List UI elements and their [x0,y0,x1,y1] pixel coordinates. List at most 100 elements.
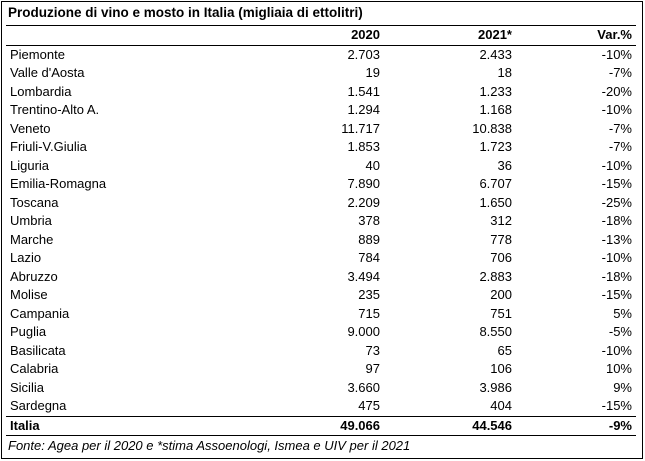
value-2021-cell: 1.723 [479,139,512,155]
value-2020-cell: 3.494 [347,268,380,284]
variation-cell: -10% [601,46,632,62]
table-row: Emilia-Romagna 7.890 6.707 -15% [6,175,636,194]
region-cell: Lombardia [10,83,72,99]
variation-cell: -20% [601,83,632,99]
variation-cell: -10% [601,342,632,358]
region-cell: Calabria [10,361,59,377]
table-row: Calabria 97 106 10% [6,360,636,379]
value-2021-cell: 2.433 [479,46,512,62]
region-cell: Basilicata [10,342,66,358]
region-cell: Valle d'Aosta [10,65,85,81]
value-2021-cell: 8.550 [479,324,512,340]
table-row: Abruzzo 3.494 2.883 -18% [6,268,636,287]
region-cell: Marche [10,231,54,247]
variation-cell: -7% [608,139,632,155]
table-row: Molise 235 200 -15% [6,286,636,305]
region-cell: Friuli-V.Giulia [10,139,87,155]
region-cell: Emilia-Romagna [10,176,107,192]
value-2021-cell: 200 [490,287,512,303]
table-row: Campania 715 751 5% [6,305,636,324]
table-row: Liguria 40 36 -10% [6,157,636,176]
table-row: Valle d'Aosta 19 18 -7% [6,64,636,83]
value-2021-cell: 778 [490,231,512,247]
variation-cell: 9% [613,379,632,395]
value-2020-cell: 1.853 [347,139,380,155]
header-variation: Var.% [516,25,636,46]
value-2020-cell: 2.703 [347,46,380,62]
table-row: Veneto 11.717 10.838 -7% [6,120,636,139]
table-row: Trentino-Alto A. 1.294 1.168 -10% [6,101,636,120]
variation-cell: -13% [601,231,632,247]
region-cell: Sicilia [10,379,44,395]
value-2021-cell: 2.883 [479,268,512,284]
variation-cell: -5% [608,324,632,340]
variation-cell: -18% [601,268,632,284]
value-2020-cell: 2.209 [347,194,380,210]
table-row: Lazio 784 706 -10% [6,249,636,268]
variation-cell: -7% [608,65,632,81]
table-row: Marche 889 778 -13% [6,231,636,250]
value-2021-cell: 1.650 [479,194,512,210]
wine-production-table: 2020 2021* Var.% Piemonte 2.703 2.433 -10% V… [6,25,636,436]
variation-cell: 10% [605,361,632,377]
region-cell: Veneto [10,120,51,136]
value-2021-cell: 1.233 [479,83,512,99]
value-2021-cell: 751 [490,305,512,321]
total-label: Italia [6,415,231,436]
total-2020: 49.066 [231,415,384,436]
header-2020: 2020 [231,25,384,46]
value-2020-cell: 1.294 [347,102,380,118]
value-2020-cell: 784 [358,250,380,266]
value-2021-cell: 36 [497,157,512,173]
region-cell: Molise [10,287,48,303]
region-cell: Trentino-Alto A. [10,102,100,118]
value-2021-cell: 106 [490,361,512,377]
value-2020-cell: 19 [365,65,380,81]
region-cell: Umbria [10,213,52,229]
total-variation: -9% [516,415,636,436]
value-2020-cell: 378 [358,213,380,229]
value-2021-cell: 404 [490,398,512,414]
value-2020-cell: 3.660 [347,379,380,395]
table-row: Basilicata 73 65 -10% [6,342,636,361]
total-row: Italia 49.066 44.546 -9% [6,415,636,436]
region-cell: Lazio [10,250,42,266]
value-2021-cell: 6.707 [479,176,512,192]
variation-cell: -15% [601,287,632,303]
header-region [6,25,231,46]
value-2020-cell: 235 [358,287,380,303]
value-2020-cell: 11.717 [341,120,380,136]
region-cell: Piemonte [10,46,65,62]
variation-cell: -18% [601,213,632,229]
value-2020-cell: 1.541 [347,83,380,99]
region-cell: Abruzzo [10,268,58,284]
value-2020-cell: 9.000 [347,324,380,340]
variation-cell: 5% [613,305,632,321]
value-2020-cell: 715 [358,305,380,321]
table-row: Sardegna 475 404 -15% [6,397,636,416]
table-row: Friuli-V.Giulia 1.853 1.723 -7% [6,138,636,157]
value-2021-cell: 706 [490,250,512,266]
region-cell: Toscana [10,194,59,210]
table-row: Sicilia 3.660 3.986 9% [6,379,636,398]
variation-cell: -7% [608,120,632,136]
table-row: Piemonte 2.703 2.433 -10% [6,45,636,64]
variation-cell: -10% [601,250,632,266]
table-row: Puglia 9.000 8.550 -5% [6,323,636,342]
header-row: 2020 2021* Var.% [6,25,636,46]
value-2021-cell: 10.838 [472,120,512,136]
table-body: Piemonte 2.703 2.433 -10% Valle d'Aosta 19 18 -… [6,45,636,436]
total-2021: 44.546 [384,415,516,436]
table-row: Toscana 2.209 1.650 -25% [6,194,636,213]
variation-cell: -10% [601,102,632,118]
table-row: Umbria 378 312 -18% [6,212,636,231]
value-2021-cell: 1.168 [479,102,512,118]
header-2021: 2021* [384,25,516,46]
value-2020-cell: 97 [365,361,380,377]
region-cell: Liguria [10,157,50,173]
variation-cell: -25% [601,194,632,210]
region-cell: Campania [10,305,70,321]
value-2020-cell: 889 [358,231,380,247]
value-2021-cell: 65 [497,342,512,358]
